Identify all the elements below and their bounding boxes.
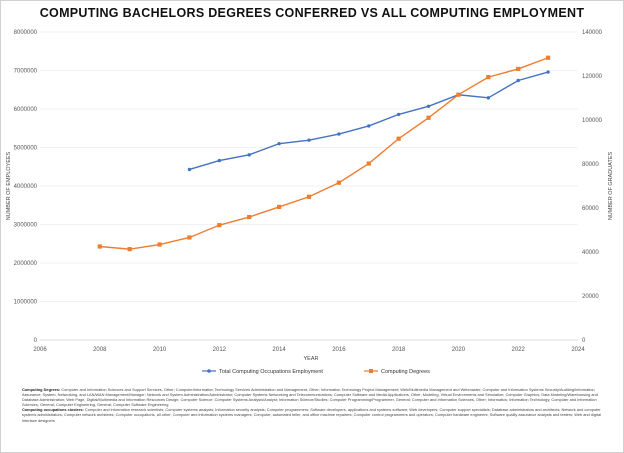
y-left-tick-4000000: 4000000 [14, 184, 38, 190]
point-employment-2022 [516, 78, 520, 83]
legend-marker-degrees [369, 369, 373, 373]
x-tick-2014: 2014 [272, 347, 286, 353]
y-left-tick-2000000: 2000000 [14, 261, 38, 267]
y-right-tick-120000: 120000 [582, 74, 603, 80]
x-axis-ticks: 2006 2008 2010 2012 2014 2016 2018 2020 2022 2024 [33, 347, 585, 353]
point-degrees-2023 [546, 55, 551, 60]
y-right-tick-20000: 20000 [582, 294, 599, 300]
point-employment-2012 [217, 158, 222, 163]
legend: Total Computing Occupations Employment C… [202, 369, 430, 375]
occupations-note-label: Computing occupations clusters: [22, 407, 84, 413]
degrees-note-label: Computing Degrees: [22, 387, 61, 392]
degrees-note-text: Computer and Information Sciences and Su… [22, 387, 598, 408]
point-employment-2023 [546, 70, 550, 74]
point-employment-2018 [396, 112, 401, 117]
point-degrees-2008 [97, 244, 102, 249]
y-right-tick-0: 0 [582, 338, 586, 344]
y-right-tick-140000: 140000 [582, 30, 603, 36]
point-employment-2017 [367, 124, 371, 128]
x-tick-2010: 2010 [153, 347, 167, 353]
y-right-axis-label: NUMBER OF GRADUATES [608, 152, 614, 221]
point-degrees-2020 [456, 92, 461, 97]
occupations-note: Computing occupations clusters: Computer… [22, 407, 608, 422]
point-degrees-2019 [426, 115, 431, 120]
y-left-axis-label: NUMBER OF EMPLOYEES [6, 151, 12, 220]
point-degrees-2016 [336, 180, 341, 185]
point-degrees-2018 [396, 136, 401, 141]
y-left-tick-7000000: 7000000 [14, 69, 38, 75]
gridlines [40, 31, 578, 341]
x-tick-2024: 2024 [571, 347, 585, 353]
point-degrees-2014 [277, 204, 282, 209]
y-left-tick-5000000: 5000000 [14, 146, 38, 152]
point-employment-2016 [337, 132, 341, 136]
y-left-axis-ticks: 0 1000000 2000000 3000000 4000000 5000000 6000… [14, 30, 38, 344]
y-left-tick-3000000: 3000000 [14, 223, 38, 229]
point-degrees-2022 [516, 66, 521, 72]
point-employment-2014 [277, 141, 281, 146]
y-right-tick-40000: 40000 [582, 250, 599, 256]
x-tick-2020: 2020 [452, 347, 466, 353]
x-tick-2018: 2018 [392, 347, 406, 353]
degrees-note: Computing Degrees: Computer and Informat… [22, 387, 608, 407]
chart-title: COMPUTING BACHELORS DEGREES CONFERRED VS… [39, 6, 585, 20]
series-line-employment [189, 71, 549, 171]
x-tick-2012: 2012 [213, 347, 227, 353]
point-employment-2021 [486, 96, 491, 100]
point-degrees-2013 [247, 214, 252, 220]
point-employment-2015 [307, 138, 311, 142]
occupations-note-text: Computer and information research scient… [22, 407, 601, 423]
x-axis-label: YEAR [304, 356, 319, 362]
footnotes: Computing Degrees: Computer and Informat… [22, 387, 608, 423]
point-degrees-2009 [127, 247, 132, 252]
series-layer [97, 55, 551, 252]
x-tick-2022: 2022 [512, 347, 526, 353]
point-employment-2013 [247, 153, 251, 157]
y-right-tick-60000: 60000 [582, 206, 599, 212]
point-degrees-2012 [217, 223, 222, 228]
y-right-tick-100000: 100000 [582, 118, 603, 124]
point-degrees-2011 [187, 235, 192, 240]
y-right-tick-80000: 80000 [582, 162, 599, 168]
legend-marker-employment [207, 369, 211, 373]
x-tick-2006: 2006 [33, 347, 47, 353]
point-degrees-2015 [306, 194, 312, 199]
point-employment-2019 [426, 104, 431, 109]
y-left-tick-6000000: 6000000 [14, 107, 38, 113]
y-right-axis-ticks: 0 20000 40000 60000 80000 100000 120000 140000 [582, 30, 603, 344]
series-line-degrees [99, 57, 549, 250]
y-left-tick-0: 0 [34, 338, 38, 344]
point-degrees-2021 [486, 75, 491, 80]
y-left-tick-1000000: 1000000 [14, 300, 38, 306]
point-degrees-2017 [366, 161, 371, 166]
legend-label-degrees: Computing Degrees [381, 369, 430, 375]
y-left-tick-8000000: 8000000 [14, 30, 38, 36]
point-employment-2011 [187, 167, 192, 172]
point-degrees-2010 [157, 242, 162, 247]
legend-label-employment: Total Computing Occupations Employment [219, 369, 323, 375]
x-tick-2008: 2008 [93, 347, 107, 353]
x-tick-2016: 2016 [332, 347, 346, 353]
